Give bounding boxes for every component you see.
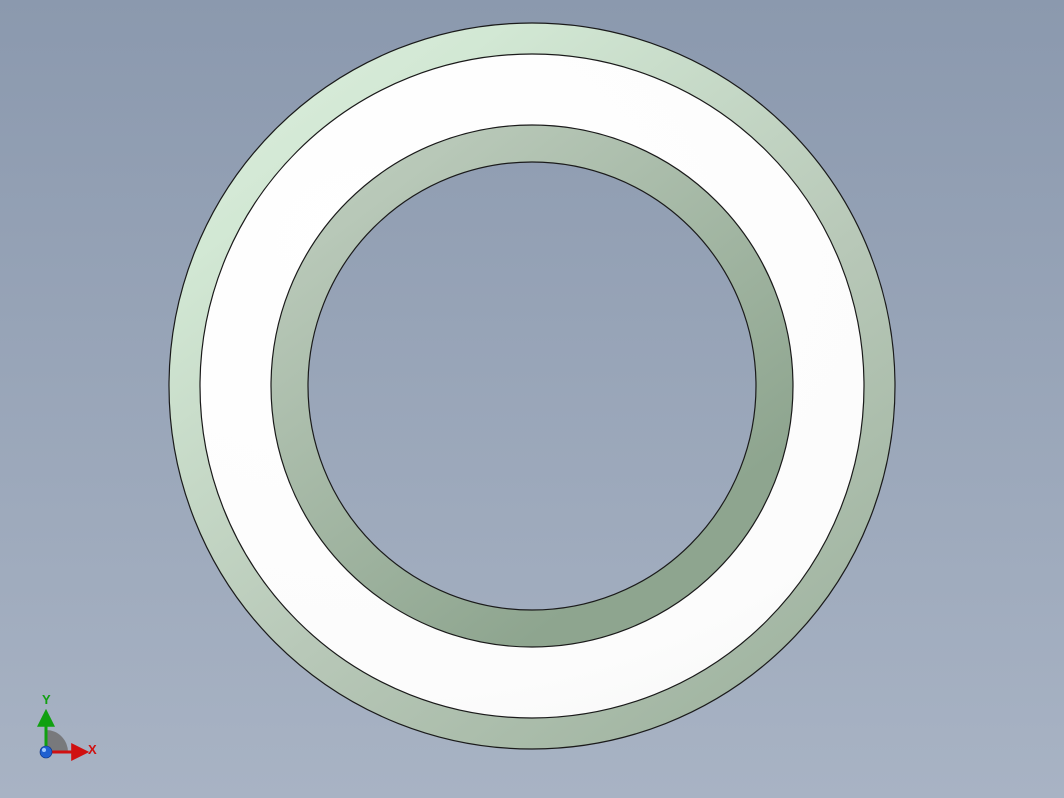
origin-sphere-icon — [40, 746, 52, 758]
ring-model-view[interactable] — [0, 0, 1064, 798]
axis-triad[interactable]: Y X — [28, 690, 108, 770]
y-axis-label: Y — [42, 692, 51, 707]
x-axis-label: X — [88, 742, 97, 757]
cad-viewport[interactable]: Y X — [0, 0, 1064, 798]
inner-bore-surface — [0, 0, 1064, 798]
origin-sphere-highlight — [42, 748, 46, 752]
